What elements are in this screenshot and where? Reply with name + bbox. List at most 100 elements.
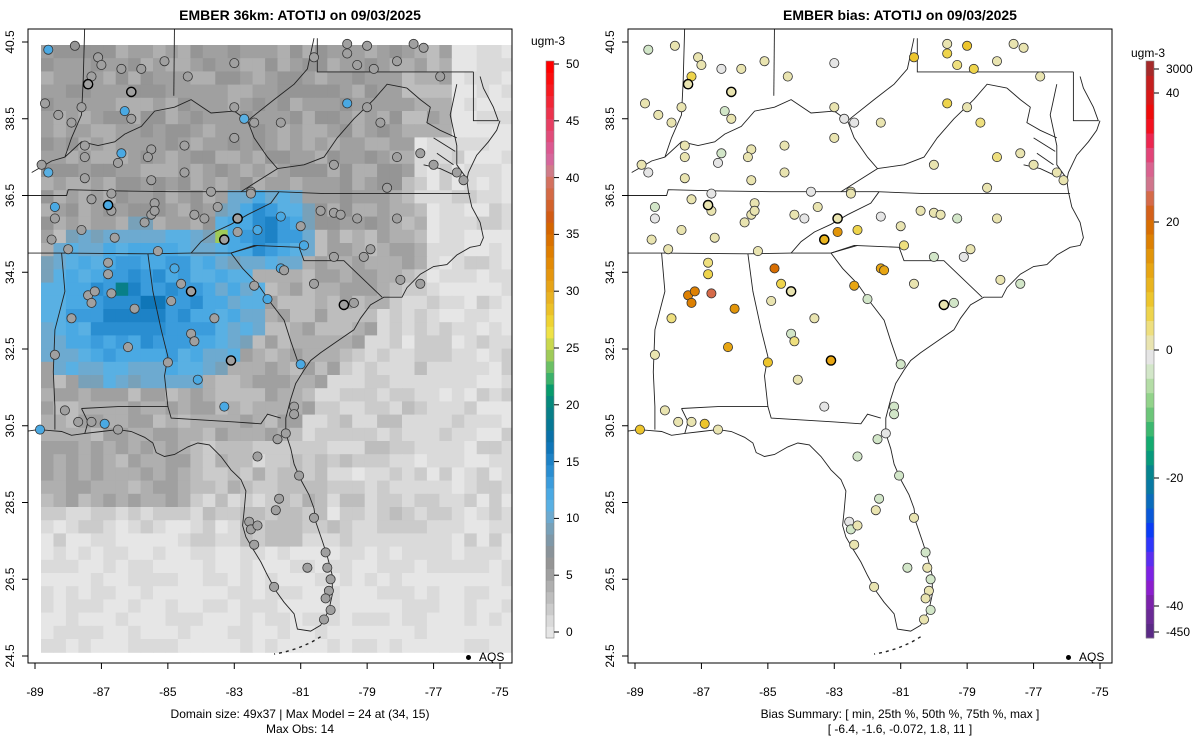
- model-grid-cell: [165, 388, 179, 402]
- model-grid-cell: [464, 414, 478, 429]
- model-grid-cell: [53, 546, 67, 561]
- model-grid-cell: [414, 216, 428, 231]
- station-marker: [686, 416, 697, 427]
- model-grid-cell: [476, 348, 490, 363]
- model-grid-cell: [451, 124, 465, 138]
- station-marker: [829, 132, 840, 143]
- model-grid-cell: [439, 111, 453, 125]
- model-grid-cell: [476, 295, 490, 310]
- model-grid-cell: [426, 625, 440, 640]
- station-marker: [205, 186, 216, 197]
- model-grid-cell: [65, 533, 79, 548]
- state-boundary: [449, 84, 466, 177]
- model-grid-cell: [339, 58, 353, 72]
- model-grid-cell: [377, 203, 391, 218]
- state-boundary: [433, 137, 456, 152]
- colorbar-swatch: [1146, 147, 1154, 163]
- model-grid-cell: [53, 625, 67, 640]
- bias-legend: AQS: [1066, 650, 1104, 664]
- station-marker: [149, 205, 160, 216]
- station-marker: [106, 188, 117, 199]
- model-grid-cell: [41, 586, 54, 600]
- model-grid-cell: [215, 467, 229, 482]
- model-grid-cell: [389, 533, 403, 548]
- model-grid-cell: [402, 586, 415, 600]
- model-footer-line2: Max Obs: 14: [265, 722, 335, 736]
- model-grid-cell: [489, 58, 503, 72]
- state-boundary: [64, 29, 86, 158]
- model-grid-cell: [215, 546, 229, 561]
- station-marker: [252, 520, 263, 531]
- model-grid-cell: [377, 45, 391, 59]
- model-grid-cell: [426, 282, 440, 297]
- model-grid-cell: [414, 309, 428, 323]
- model-grid-cell: [389, 493, 403, 508]
- colorbar-swatch: [546, 591, 554, 604]
- station-marker: [152, 246, 163, 257]
- station-marker: [66, 313, 77, 324]
- colorbar-swatch: [546, 153, 554, 166]
- model-grid-cell: [103, 639, 117, 653]
- y-tick-label: 26.5: [603, 567, 617, 591]
- model-grid-cell: [402, 58, 415, 72]
- colorbar-tick-label: 50: [566, 57, 580, 71]
- station-marker: [79, 140, 90, 151]
- model-grid-cell: [202, 507, 216, 521]
- model-grid-cell: [265, 599, 279, 614]
- model-grid-cell: [103, 520, 117, 534]
- x-tick-label: -85: [159, 685, 177, 699]
- model-grid-cell: [277, 348, 291, 363]
- y-tick-label: 40.5: [3, 30, 17, 54]
- model-grid-cell: [227, 322, 241, 336]
- model-grid-cell: [252, 586, 266, 600]
- model-grid-cell: [377, 269, 391, 284]
- model-grid-cell: [265, 533, 279, 548]
- model-grid-cell: [90, 546, 104, 561]
- model-grid-cell: [78, 335, 92, 350]
- model-grid-cell: [240, 335, 254, 350]
- model-grid-cell: [314, 348, 328, 363]
- station-marker: [894, 470, 905, 481]
- model-grid-cell: [227, 150, 241, 165]
- model-grid-cell: [439, 150, 453, 165]
- model-grid-cell: [65, 639, 79, 653]
- station-marker: [918, 614, 929, 625]
- model-grid-cell: [165, 309, 179, 323]
- station-marker: [636, 159, 647, 170]
- model-grid-cell: [128, 546, 142, 561]
- model-grid-cell: [426, 414, 440, 429]
- model-grid-cell: [90, 480, 104, 495]
- station-marker: [776, 278, 787, 289]
- model-grid-cell: [90, 111, 104, 125]
- model-grid-cell: [65, 441, 79, 455]
- model-grid-cell: [128, 612, 142, 627]
- station-marker: [232, 213, 243, 224]
- model-grid-cell: [252, 243, 266, 257]
- model-grid-cell: [439, 282, 453, 297]
- state-boundary: [652, 253, 666, 430]
- model-grid-cell: [439, 586, 453, 600]
- model-grid-cell: [177, 150, 191, 165]
- model-grid-cell: [190, 361, 204, 376]
- station-marker: [49, 213, 60, 224]
- model-grid-cell: [290, 348, 303, 363]
- model-grid-cell: [314, 243, 328, 257]
- model-grid-cell: [290, 163, 303, 178]
- model-grid-cell: [53, 150, 67, 165]
- model-grid-cell: [128, 639, 142, 653]
- model-grid-cell: [240, 58, 254, 72]
- model-grid-cell: [501, 190, 512, 204]
- colorbar-swatch: [546, 464, 554, 477]
- station-marker: [706, 288, 717, 299]
- model-grid-cell: [389, 124, 403, 138]
- model-grid-cell: [327, 97, 341, 112]
- model-grid-cell: [476, 335, 490, 350]
- model-grid-cell: [489, 493, 503, 508]
- model-grid-cell: [389, 480, 403, 495]
- model-grid-cell: [464, 586, 478, 600]
- model-grid-cell: [65, 599, 79, 614]
- model-grid-cell: [115, 45, 129, 59]
- model-grid-cell: [389, 203, 403, 218]
- model-grid-cell: [364, 625, 378, 640]
- model-grid-cell: [41, 243, 54, 257]
